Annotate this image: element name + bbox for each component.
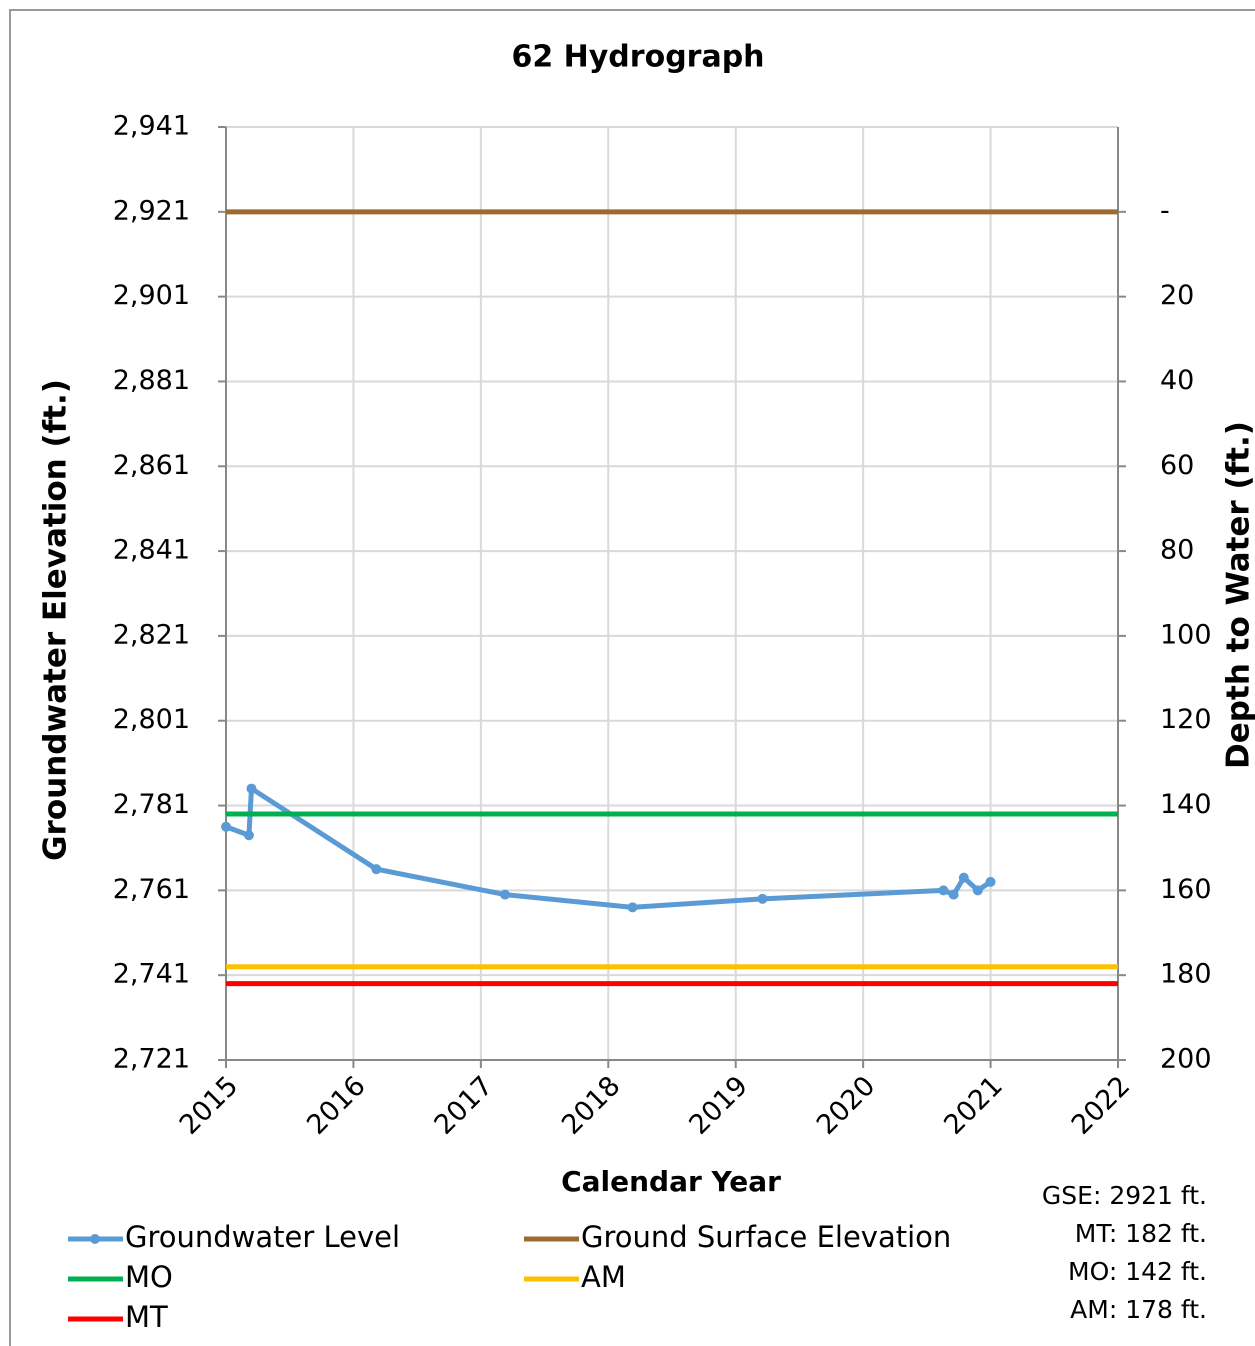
data-point [948,889,959,900]
y-tick-label: 2,881 [113,365,190,396]
legend-marker [90,1234,100,1244]
y-tick-label: 2,721 [113,1044,190,1075]
y-tick-label: 2,781 [113,789,190,820]
legend-label: MO [125,1260,173,1294]
data-point [371,864,382,875]
y-tick-label: 2,921 [113,195,190,226]
y2-tick-label: 40 [1160,365,1194,396]
data-point [246,783,257,794]
data-point [627,902,638,913]
data-point [243,830,254,841]
y-tick-label: 2,861 [113,450,190,481]
y2-axis-label: Depth to Water (ft.) [1221,421,1255,769]
data-point [985,876,996,887]
y2-tick-label: 140 [1160,789,1212,820]
y-tick-label: 2,801 [113,704,190,735]
y2-tick-label: 60 [1160,450,1194,481]
annotation: MT: 182 ft. [1075,1219,1207,1248]
y2-tick-label: - [1160,195,1170,226]
data-point [938,885,949,896]
y-tick-label: 2,841 [113,535,190,566]
data-point [221,821,231,832]
annotation: MO: 142 ft. [1068,1257,1207,1286]
y-tick-label: 2,901 [113,280,190,311]
y2-tick-label: 20 [1160,280,1194,311]
y-tick-label: 2,761 [113,874,190,905]
y2-tick-label: 120 [1160,704,1212,735]
frame [9,9,1255,1346]
y2-tick-label: 100 [1160,619,1212,650]
data-point [500,889,511,900]
data-point [958,872,969,883]
data-point [757,893,768,904]
y-tick-label: 2,741 [113,959,190,990]
annotation: GSE: 2921 ft. [1042,1181,1207,1210]
legend-label: Groundwater Level [125,1220,400,1254]
y-tick-label: 2,821 [113,619,190,650]
y2-tick-label: 80 [1160,535,1194,566]
annotation: AM: 178 ft. [1070,1295,1207,1324]
data-point [972,885,983,896]
y2-tick-label: 180 [1160,959,1212,990]
y2-tick-label: 160 [1160,874,1212,905]
y2-tick-label: 200 [1160,1044,1212,1075]
chart-title: 62 Hydrograph [511,40,764,75]
legend-label: MT [125,1300,168,1334]
y-tick-label: 2,941 [113,111,190,142]
legend-label: AM [581,1260,626,1294]
x-axis-label: Calendar Year [561,1165,781,1198]
legend-label: Ground Surface Elevation [581,1220,951,1254]
y-axis-label: Groundwater Elevation (ft.) [38,379,74,861]
